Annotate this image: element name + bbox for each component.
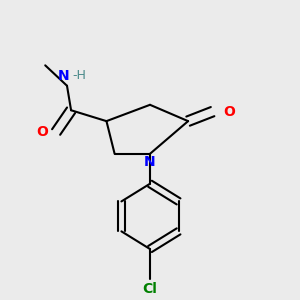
Text: O: O [36,125,48,139]
Text: Cl: Cl [142,282,158,296]
Text: N: N [144,155,156,169]
Text: O: O [224,105,236,118]
Text: N: N [58,69,70,83]
Text: -H: -H [72,69,86,82]
